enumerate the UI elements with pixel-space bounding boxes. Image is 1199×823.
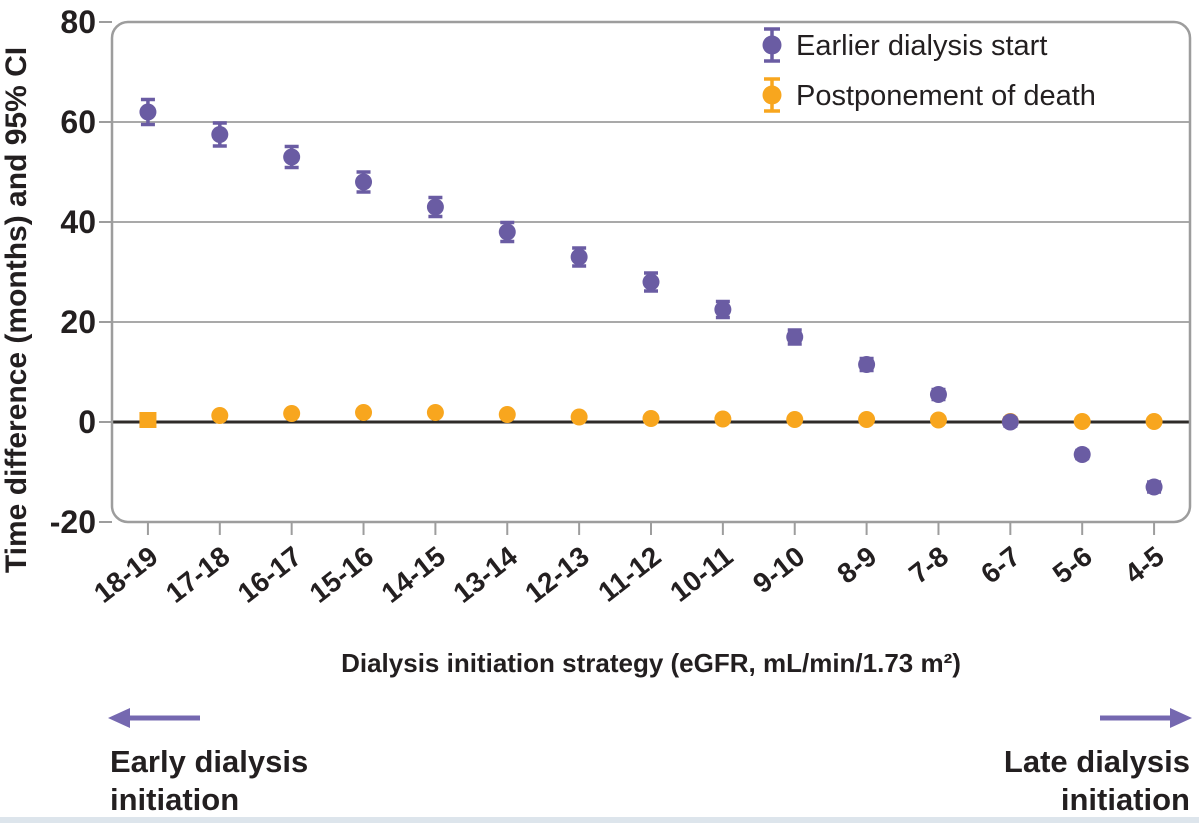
- data-points: [139, 97, 1163, 496]
- y-tick-label: 40: [60, 204, 96, 240]
- data-point-s0-2: [283, 144, 301, 170]
- x-tick-label: 18-19: [88, 540, 164, 609]
- data-point-s0-11: [929, 386, 947, 403]
- x-tick-label: 12-13: [519, 540, 595, 609]
- data-point-s0-5: [498, 220, 516, 244]
- x-axis-title: Dialysis initiation strategy (eGFR, mL/m…: [341, 648, 961, 678]
- late-dialysis-label-line1: Late dialysis: [1004, 744, 1190, 779]
- x-tick-label: 16-17: [232, 540, 308, 609]
- legend-label-postponement: Postponement of death: [796, 80, 1096, 112]
- data-point-s0-7: [642, 271, 660, 293]
- data-point-s1-0: [139, 412, 157, 428]
- data-point-s1-11: [929, 411, 947, 429]
- footer-divider: [0, 817, 1199, 823]
- y-axis-ticks: 80 60 40 20 0 -20: [50, 4, 112, 540]
- data-point-s1-5: [498, 406, 516, 423]
- data-point-s1-1: [211, 407, 229, 424]
- early-dialysis-label-line1: Early dialysis: [110, 744, 308, 779]
- data-point-s1-8: [714, 410, 732, 428]
- x-tick-label: 13-14: [447, 540, 523, 609]
- y-tick-label: 80: [60, 4, 96, 40]
- x-tick-label: 11-12: [592, 540, 666, 608]
- data-point-s0-9: [786, 328, 804, 346]
- data-point-s0-14: [1145, 478, 1163, 496]
- x-tick-label: 6-7: [975, 540, 1026, 589]
- data-point-s0-4: [426, 195, 444, 219]
- legend: Earlier dialysis start Postponement of d…: [762, 27, 1096, 113]
- x-tick-label: 4-5: [1119, 540, 1170, 589]
- x-tick-label: 15-16: [304, 540, 380, 609]
- data-point-s1-7: [642, 410, 660, 427]
- data-point-s0-10: [858, 356, 876, 373]
- early-initiation-arrow-icon: [108, 708, 200, 728]
- late-dialysis-label-line2: initiation: [1061, 782, 1190, 817]
- y-axis-title: Time difference (months) and 95% CI: [0, 47, 33, 573]
- data-point-s1-6: [570, 408, 588, 426]
- late-initiation-arrow-icon: [1100, 708, 1192, 728]
- y-tick-label: 0: [78, 404, 96, 440]
- data-point-s0-8: [714, 299, 732, 320]
- data-point-s0-1: [211, 121, 229, 148]
- data-point-s0-0: [139, 97, 157, 127]
- data-point-s0-3: [355, 170, 373, 194]
- x-tick-label: 14-15: [376, 540, 452, 609]
- data-point-s1-2: [283, 405, 301, 422]
- y-tick-label: -20: [50, 504, 96, 540]
- y-tick-label: 20: [60, 304, 96, 340]
- data-point-s1-3: [355, 404, 373, 421]
- legend-marker-postponement-dot: [762, 85, 782, 105]
- data-point-s0-13: [1073, 446, 1091, 463]
- data-point-s1-9: [786, 411, 804, 428]
- data-point-s0-12: [1001, 413, 1019, 431]
- x-tick-label: 10-11: [664, 540, 738, 608]
- data-point-s1-13: [1073, 413, 1091, 430]
- x-tick-label: 17-18: [160, 540, 236, 609]
- x-tick-label: 5-6: [1047, 540, 1098, 589]
- legend-marker-earlier-dialysis-dot: [762, 35, 782, 55]
- legend-label-earlier-dialysis: Earlier dialysis start: [796, 30, 1047, 62]
- x-tick-label: 8-9: [831, 540, 882, 589]
- data-point-s0-6: [570, 246, 588, 268]
- data-point-s1-10: [858, 411, 876, 428]
- y-tick-label: 60: [60, 104, 96, 140]
- data-point-s1-4: [426, 404, 444, 421]
- x-axis-ticks: 18-1917-1816-1715-1614-1513-1412-1311-12…: [88, 522, 1170, 609]
- x-tick-label: 7-8: [903, 540, 954, 589]
- x-tick-label: 9-10: [747, 540, 810, 599]
- early-dialysis-label-line2: initiation: [110, 782, 239, 817]
- data-point-s1-14: [1145, 413, 1163, 430]
